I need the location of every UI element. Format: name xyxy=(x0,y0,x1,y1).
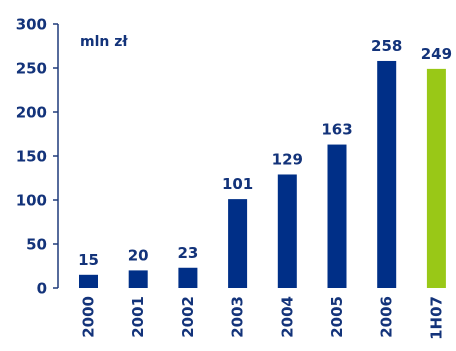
y-tick-label: 0 xyxy=(37,280,47,298)
category-label-2001: 2001 xyxy=(129,296,147,338)
bar-1H07 xyxy=(426,68,446,288)
data-label-2002: 23 xyxy=(177,244,198,262)
bar-2003 xyxy=(228,199,248,288)
bar-2006 xyxy=(377,60,397,289)
unit-label: mln zł xyxy=(80,34,128,50)
y-tick-label: 200 xyxy=(16,104,47,122)
y-tick-label: 150 xyxy=(16,148,47,166)
category-label-1H07: 1H07 xyxy=(427,296,445,340)
data-label-2001: 20 xyxy=(128,246,149,264)
category-label-2002: 2002 xyxy=(179,296,197,338)
data-label-2000: 15 xyxy=(78,251,99,269)
bar-2001 xyxy=(128,270,148,288)
y-tick-label: 300 xyxy=(16,16,47,34)
axis-layer: 0 50 100 150 200 250 300 xyxy=(16,16,59,298)
data-label-2005: 163 xyxy=(321,121,352,139)
bars-layer xyxy=(79,60,446,289)
data-label-2004: 129 xyxy=(272,150,303,168)
labels-layer: 15 2000 20 2001 23 2002 101 2003 129 2004 163 2005 2… xyxy=(78,37,452,340)
y-tick-label: 250 xyxy=(16,60,47,78)
bar-2000 xyxy=(79,274,98,288)
bar-2004 xyxy=(277,174,297,288)
data-label-2003: 101 xyxy=(222,175,253,193)
bar-2005 xyxy=(327,144,347,288)
category-label-2005: 2005 xyxy=(328,296,346,338)
data-label-2006: 258 xyxy=(371,37,402,55)
category-label-2006: 2006 xyxy=(378,296,396,338)
y-tick-label: 50 xyxy=(26,236,47,254)
data-label-1H07: 249 xyxy=(421,45,452,63)
category-label-2000: 2000 xyxy=(80,296,98,338)
y-tick-label: 100 xyxy=(16,192,47,210)
category-label-2003: 2003 xyxy=(229,296,247,338)
category-label-2004: 2004 xyxy=(278,296,296,338)
bar-2002 xyxy=(178,267,198,288)
